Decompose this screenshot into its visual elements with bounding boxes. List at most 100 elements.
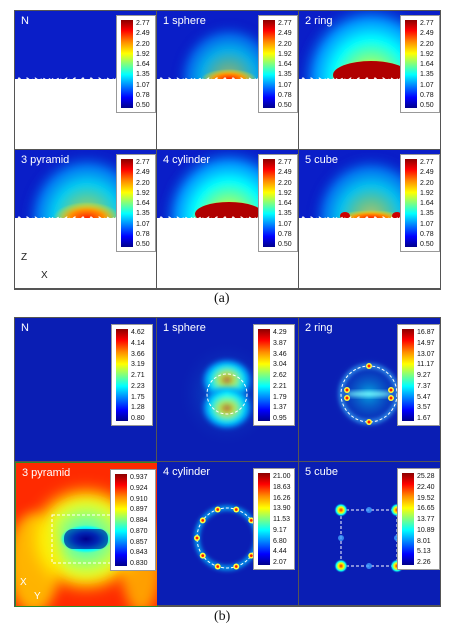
panel-title: N <box>21 15 29 27</box>
colorbar-tick-label: 1.64 <box>136 61 150 68</box>
colorbar-tick-label: 10.89 <box>417 526 435 534</box>
colorbar: 4.62 4.14 3.66 3.19 2.71 2.23 1.75 1.28 0.80 <box>111 324 153 426</box>
colorbar: 4.29 3.87 3.46 3.04 2.62 2.21 1.79 1.37 0.95 <box>253 324 295 426</box>
colorbar-tick-label: 2.20 <box>278 179 292 187</box>
xz-panel-sphere: 1 sphere 2.77 2.49 2.20 1.92 1.64 1.35 1.07 0.78… <box>157 11 298 149</box>
colorbar-tick-label: 19.52 <box>417 494 435 502</box>
colorbar-tick-label: 13.90 <box>273 505 291 513</box>
colorbar: 25.28 22.40 19.52 16.65 13.77 10.89 8.01 5.13 2.… <box>397 468 440 570</box>
colorbar-tick-label: 5.47 <box>417 393 431 401</box>
colorbar-tick-label: 22.40 <box>417 483 435 491</box>
colorbar-tick-label: 5.13 <box>417 548 431 556</box>
colorbar-tick-label: 13.77 <box>417 516 435 523</box>
colorbar-tick-label: 2.20 <box>136 179 150 187</box>
colorbar-tick-label: 0.50 <box>420 102 434 109</box>
colorbar-gradient <box>263 20 275 108</box>
colorbar-tick-label: 1.64 <box>420 61 434 68</box>
panel-title: 3 pyramid <box>22 467 71 479</box>
colorbar-tick-label: 2.21 <box>273 382 287 390</box>
colorbar-tick-label: 21.00 <box>273 473 291 480</box>
colorbar-tick-label: 2.77 <box>136 20 150 27</box>
colorbar-tick-label: 8.01 <box>417 537 431 545</box>
colorbar-tick-label: 2.20 <box>136 40 150 48</box>
colorbar-tick-label: 16.26 <box>273 494 291 502</box>
colorbar-tick-label: 0.50 <box>136 102 150 109</box>
colorbar-tick-label: 1.35 <box>420 71 434 79</box>
panel-title: 4 cylinder <box>163 154 211 166</box>
colorbar-tick-label: 1.35 <box>278 210 292 218</box>
xz-panel-cube: 5 cube 2.77 2.49 2.20 1.92 1.64 1.35 1.07 0.78 0.… <box>299 150 440 288</box>
colorbar-gradient <box>121 159 133 247</box>
colorbar-tick-label: 0.897 <box>130 506 148 514</box>
colorbar: 2.77 2.49 2.20 1.92 1.64 1.35 1.07 0.78 0.50 <box>400 154 440 252</box>
colorbar-tick-label: 1.37 <box>273 404 287 412</box>
colorbar-tick-label: 1.07 <box>136 220 150 228</box>
figure-b-caption: (b) <box>214 609 231 624</box>
xz-panel-cylinder: 4 cylinder 2.77 2.49 2.20 1.92 1.64 1.35 1.07 0.… <box>157 150 298 288</box>
colorbar-tick-label: 4.29 <box>273 329 287 336</box>
colorbar: 2.77 2.49 2.20 1.92 1.64 1.35 1.07 0.78 0.50 <box>258 154 298 252</box>
colorbar-tick-label: 1.92 <box>136 189 150 197</box>
colorbar: 2.77 2.49 2.20 1.92 1.64 1.35 1.07 0.78 0.50 <box>116 15 156 113</box>
colorbar-tick-label: 7.37 <box>417 382 431 390</box>
colorbar-tick-label: 14.97 <box>417 339 435 347</box>
colorbar-tick-label: 9.17 <box>273 526 287 534</box>
colorbar-tick-label: 2.07 <box>273 559 287 566</box>
colorbar-tick-label: 1.92 <box>278 189 292 197</box>
colorbar-tick-label: 3.87 <box>273 339 287 347</box>
colorbar-tick-label: 0.78 <box>278 91 292 99</box>
colorbar-tick-label: 2.77 <box>420 159 434 166</box>
colorbar-tick-label: 1.07 <box>136 81 150 89</box>
colorbar-gradient <box>405 159 417 247</box>
colorbar-tick-label: 1.35 <box>420 210 434 218</box>
colorbar: 2.77 2.49 2.20 1.92 1.64 1.35 1.07 0.78 0.50 <box>400 15 440 113</box>
colorbar-tick-label: 0.924 <box>130 484 148 492</box>
colorbar-tick-label: 1.92 <box>420 50 434 58</box>
colorbar-tick-label: 6.80 <box>273 537 287 545</box>
colorbar-tick-label: 1.35 <box>136 71 150 79</box>
colorbar-tick-label: 1.75 <box>131 393 145 401</box>
xy-panel-cylinder: 4 cylinder 21.00 18.63 16.26 13.90 11.53 9.17 6… <box>157 462 298 605</box>
colorbar-tick-label: 4.44 <box>273 548 287 556</box>
colorbar-tick-label: 0.50 <box>136 241 150 248</box>
colorbar-tick-label: 1.28 <box>131 404 145 412</box>
colorbar-tick-label: 1.07 <box>278 81 292 89</box>
colorbar-tick-label: 4.14 <box>131 339 145 347</box>
colorbar-tick-label: 16.65 <box>417 505 435 513</box>
colorbar-tick-label: 1.64 <box>136 200 150 207</box>
colorbar-tick-label: 13.07 <box>417 350 435 358</box>
panel-title: 1 sphere <box>163 322 206 334</box>
axis-label-horizontal: X <box>41 270 48 281</box>
colorbar-tick-label: 0.870 <box>130 527 148 535</box>
colorbar-tick-label: 18.63 <box>273 483 291 491</box>
colorbar-tick-label: 1.67 <box>417 415 431 422</box>
colorbar-tick-label: 1.92 <box>278 50 292 58</box>
colorbar-tick-label: 0.78 <box>420 230 434 238</box>
colorbar-gradient <box>405 20 417 108</box>
xy-panel-sphere: 1 sphere 4.29 3.87 3.46 3.04 2.62 2.21 1.79 1.37… <box>157 318 298 461</box>
colorbar-tick-label: 1.79 <box>273 393 287 401</box>
colorbar-tick-label: 1.07 <box>420 81 434 89</box>
colorbar-gradient <box>258 473 270 565</box>
colorbar-gradient <box>402 329 414 421</box>
colorbar-tick-label: 0.843 <box>130 549 148 557</box>
colorbar-gradient <box>115 474 127 566</box>
xz-panel-none: N 2.77 2.49 2.20 1.92 1.64 1.35 1.07 0.78 0.50 <box>15 11 156 149</box>
colorbar-tick-label: 1.64 <box>278 61 292 68</box>
colorbar-tick-label: 0.910 <box>130 495 148 503</box>
colorbar-tick-label: 1.92 <box>420 189 434 197</box>
axis-label-vertical: X <box>20 577 27 588</box>
colorbar-tick-label: 2.49 <box>278 30 292 38</box>
colorbar-gradient <box>258 329 270 421</box>
colorbar-gradient <box>121 20 133 108</box>
colorbar-gradient <box>263 159 275 247</box>
xz-panel-pyramid: 3 pyramid 2.77 2.49 2.20 1.92 1.64 1.35 1.07 0.7… <box>15 150 156 288</box>
panel-title: 2 ring <box>305 15 333 27</box>
colorbar-tick-label: 0.80 <box>131 415 145 422</box>
colorbar-tick-label: 1.64 <box>420 200 434 207</box>
colorbar-tick-label: 1.35 <box>278 71 292 79</box>
colorbar-tick-label: 0.78 <box>420 91 434 99</box>
panel-title: 5 cube <box>305 466 339 478</box>
colorbar-tick-label: 2.49 <box>420 169 434 177</box>
colorbar-tick-label: 0.78 <box>278 230 292 238</box>
